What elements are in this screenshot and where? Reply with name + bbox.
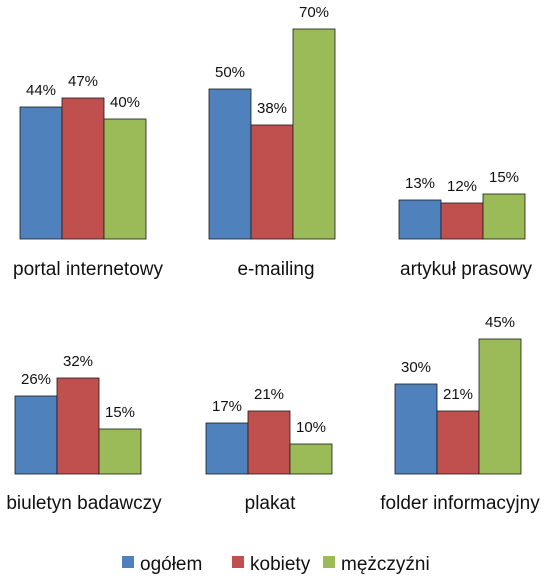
- bar-biuletyn-badawczy-2: [98, 428, 142, 475]
- data-label-plakat-2: 10%: [296, 419, 326, 436]
- data-label-e-mailing-1: 38%: [257, 100, 287, 117]
- labels-layer: 44% 47% 40% portal internetowy 50% 38% 70% e-ma…: [6, 4, 540, 514]
- legend: ogółem kobiety mężczyźni: [122, 554, 430, 575]
- data-label-folder-informacyjny-1: 21%: [443, 386, 473, 403]
- data-label-artykuł-prasowy-1: 12%: [447, 178, 477, 195]
- data-label-biuletyn-badawczy-0: 26%: [21, 371, 51, 388]
- bar-plakat-2: [289, 443, 333, 475]
- bar-artykuł-prasowy-2: [482, 193, 526, 240]
- category-label-artykuł-prasowy: artykuł prasowy: [400, 259, 532, 280]
- data-label-portal-internetowy-0: 44%: [26, 82, 56, 99]
- bar-portal-internetowy-0: [19, 106, 63, 240]
- category-label-plakat: plakat: [245, 493, 296, 514]
- bar-portal-internetowy-2: [103, 118, 147, 240]
- data-label-biuletyn-badawczy-1: 32%: [63, 353, 93, 370]
- category-label-portal-internetowy: portal internetowy: [13, 259, 163, 280]
- data-label-biuletyn-badawczy-2: 15%: [105, 404, 135, 421]
- bars-layer: [14, 28, 526, 475]
- data-label-artykuł-prasowy-0: 13%: [405, 175, 435, 192]
- data-label-e-mailing-2: 70%: [299, 4, 329, 21]
- category-label-folder-informacyjny: folder informacyjny: [380, 493, 540, 514]
- data-label-plakat-0: 17%: [212, 398, 242, 415]
- legend-swatch-1: [232, 556, 244, 568]
- bar-e-mailing-0: [208, 88, 252, 240]
- data-label-plakat-1: 21%: [254, 386, 284, 403]
- bar-e-mailing-2: [292, 28, 336, 240]
- legend-label-1: kobiety: [250, 554, 311, 575]
- legend-swatch-2: [323, 556, 335, 568]
- bar-folder-informacyjny-0: [394, 383, 438, 475]
- bar-artykuł-prasowy-1: [440, 202, 484, 240]
- data-label-artykuł-prasowy-2: 15%: [489, 169, 519, 186]
- data-label-folder-informacyjny-0: 30%: [401, 359, 431, 376]
- bar-artykuł-prasowy-0: [398, 199, 442, 240]
- bar-folder-informacyjny-1: [436, 410, 480, 475]
- data-label-folder-informacyjny-2: 45%: [485, 314, 515, 331]
- data-label-portal-internetowy-2: 40%: [110, 94, 140, 111]
- bar-plakat-0: [205, 422, 249, 475]
- data-label-portal-internetowy-1: 47%: [68, 73, 98, 90]
- legend-label-2: mężczyźni: [341, 554, 430, 575]
- bar-folder-informacyjny-2: [478, 338, 522, 475]
- bar-plakat-1: [247, 410, 291, 475]
- bar-biuletyn-badawczy-1: [56, 377, 100, 475]
- bar-biuletyn-badawczy-0: [14, 395, 58, 475]
- bar-e-mailing-1: [250, 124, 294, 240]
- legend-label-0: ogółem: [140, 554, 202, 575]
- category-label-e-mailing: e-mailing: [237, 259, 314, 280]
- category-label-biuletyn-badawczy: biuletyn badawczy: [6, 493, 162, 514]
- data-label-e-mailing-0: 50%: [215, 64, 245, 81]
- bar-portal-internetowy-1: [61, 97, 105, 240]
- legend-swatch-0: [122, 556, 134, 568]
